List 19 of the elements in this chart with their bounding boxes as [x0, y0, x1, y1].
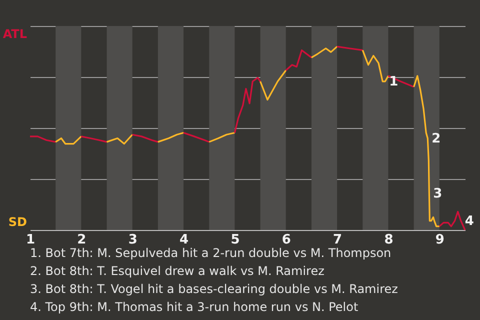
x-tick-label: 9: [435, 232, 444, 248]
x-tick-label: 5: [230, 232, 240, 248]
x-tick-label: 1: [26, 232, 36, 248]
text: SD: [8, 215, 28, 229]
x-tick-label: 2: [77, 232, 86, 248]
x-tick-label: 3: [128, 232, 138, 248]
text: 4. Top 9th: M. Thomas hit a 3-run home run vs N. Pelot: [30, 299, 360, 316]
x-tick-label: 8: [384, 232, 394, 248]
text: 1. Bot 7th: M. Sepulveda hit a 2-run double vs M. Thompson: [30, 245, 392, 262]
annotation: 3: [433, 186, 442, 202]
x-tick-label: 4: [180, 232, 189, 248]
annotation: 2: [432, 131, 441, 146]
text: ATL: [2, 27, 28, 41]
x-tick-label: 6: [282, 232, 291, 248]
annotation: 4: [464, 214, 474, 229]
annotation: 1: [389, 74, 398, 90]
text: 2. Bot 8th: T. Esquivel drew a walk vs M. Ramirez: [30, 263, 326, 280]
text: 3. Bot 8th: T. Vogel hit a bases-clearing double vs M. Ramirez: [30, 281, 398, 298]
x-tick-label: 7: [333, 232, 342, 248]
